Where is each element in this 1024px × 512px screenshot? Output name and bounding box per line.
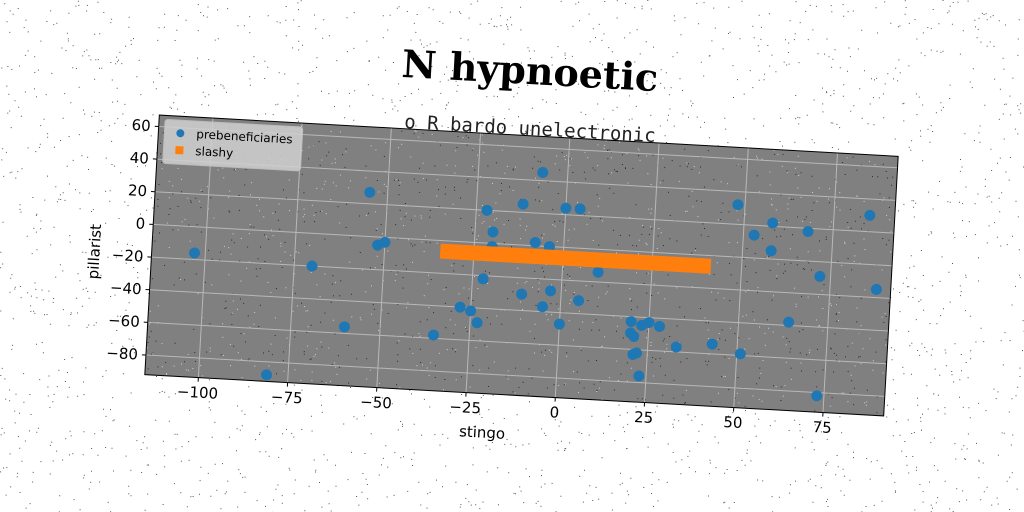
data-point-prebeneficiaries: [811, 390, 823, 402]
y-tick-label: −80: [106, 344, 139, 364]
data-point-prebeneficiaries: [628, 330, 640, 342]
data-point-prebeneficiaries: [553, 318, 565, 330]
data-point-prebeneficiaries: [654, 320, 666, 332]
legend-marker-prebeneficiaries: [176, 129, 185, 138]
data-point-prebeneficiaries: [529, 237, 541, 249]
data-point-prebeneficiaries: [592, 266, 604, 278]
y-tick-label: 20: [127, 181, 147, 200]
y-axis-ticks: −80 −60 −40 −20 0 20 40 60: [106, 116, 159, 364]
data-point-prebeneficiaries: [734, 348, 746, 360]
data-point-slashy: [700, 263, 711, 274]
x-tick-label: 25: [634, 408, 654, 427]
grid-line-y: [145, 354, 885, 397]
data-point-prebeneficiaries: [537, 167, 549, 179]
data-point-prebeneficiaries: [189, 247, 201, 259]
data-point-prebeneficiaries: [471, 317, 483, 329]
x-axis-label: stingo: [459, 422, 506, 443]
data-marks: [189, 167, 882, 402]
data-point-prebeneficiaries: [379, 236, 391, 248]
y-tick-label: −60: [108, 311, 141, 331]
data-point-prebeneficiaries: [427, 329, 439, 341]
x-axis-ticks: −100 −75 −50 −25 0 25 50 75: [176, 377, 832, 437]
y-tick-label: 60: [131, 116, 151, 135]
data-point-prebeneficiaries: [487, 226, 499, 238]
x-tick-label: 50: [723, 413, 743, 432]
data-point-prebeneficiaries: [560, 202, 572, 214]
data-point-prebeneficiaries: [465, 305, 477, 317]
y-tick-label: 40: [129, 149, 149, 168]
data-point-prebeneficiaries: [732, 199, 744, 211]
x-tick-label: 0: [549, 403, 560, 422]
plot-frame: [144, 114, 899, 417]
legend-marker-slashy: [175, 145, 184, 155]
data-point-prebeneficiaries: [574, 203, 586, 215]
data-point-prebeneficiaries: [364, 186, 376, 198]
data-point-prebeneficiaries: [338, 321, 350, 333]
data-point-prebeneficiaries: [625, 316, 637, 328]
data-point-prebeneficiaries: [543, 241, 555, 253]
grid-line-y: [147, 321, 887, 365]
grid-line-x: [733, 147, 749, 408]
grid-line-x: [376, 127, 392, 388]
grid-line-y: [149, 289, 889, 332]
data-point-prebeneficiaries: [748, 229, 760, 241]
legend-label-slashy: slashy: [195, 144, 234, 160]
y-tick-label: −20: [111, 246, 144, 266]
data-point-prebeneficiaries: [536, 301, 548, 313]
data-point-prebeneficiaries: [706, 338, 718, 350]
y-axis-label: pillarist: [84, 223, 105, 279]
data-point-prebeneficiaries: [545, 285, 557, 297]
x-tick-label: −50: [360, 393, 393, 413]
data-point-prebeneficiaries: [481, 204, 493, 216]
data-point-prebeneficiaries: [306, 260, 318, 272]
data-point-prebeneficiaries: [516, 288, 528, 300]
grid-lines: [145, 118, 898, 413]
data-point-prebeneficiaries: [643, 317, 655, 329]
x-tick-label: −100: [176, 382, 218, 402]
data-point-prebeneficiaries: [670, 341, 682, 353]
data-point-prebeneficiaries: [633, 370, 645, 382]
data-point-prebeneficiaries: [765, 245, 777, 257]
x-tick-label: 75: [812, 418, 832, 437]
grid-line-x: [554, 137, 571, 398]
data-point-prebeneficiaries: [870, 283, 882, 295]
grid-line-x: [644, 142, 660, 403]
data-point-prebeneficiaries: [864, 209, 876, 221]
grid-line-x: [465, 132, 482, 393]
y-tick-label: 0: [135, 214, 146, 233]
grid-line-y: [151, 256, 891, 299]
data-point-prebeneficiaries: [454, 301, 466, 313]
legend-label-prebeneficiaries: prebeneficiaries: [196, 127, 293, 146]
x-tick-label: −75: [270, 388, 303, 408]
data-point-prebeneficiaries: [783, 316, 795, 328]
x-tick-label: −25: [449, 398, 482, 418]
data-point-prebeneficiaries: [517, 198, 529, 210]
grid-line-x: [822, 152, 838, 413]
data-point-prebeneficiaries: [573, 295, 585, 307]
data-point-prebeneficiaries: [631, 347, 643, 359]
data-point-prebeneficiaries: [814, 270, 826, 282]
data-point-prebeneficiaries: [477, 273, 489, 285]
grid-line-y: [153, 223, 893, 267]
legend: prebeneficiaries slashy: [162, 119, 304, 172]
data-point-prebeneficiaries: [767, 217, 779, 229]
data-point-prebeneficiaries: [261, 369, 273, 381]
data-point-prebeneficiaries: [802, 226, 814, 238]
legend-box: [162, 119, 304, 172]
y-tick-label: −40: [109, 279, 142, 299]
